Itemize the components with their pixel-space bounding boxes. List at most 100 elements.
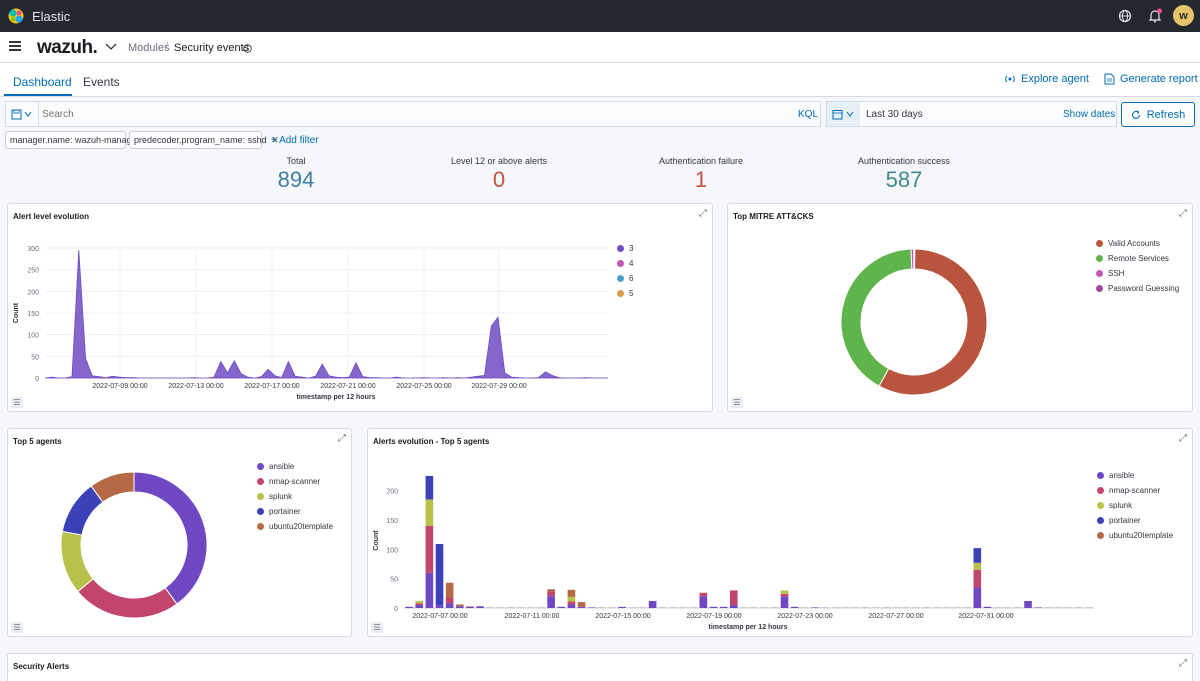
bar-segment-portainer <box>973 548 982 563</box>
bar-baseline <box>1064 607 1073 608</box>
bar-segment-ansible <box>1034 607 1042 608</box>
bar-segment-portainer <box>425 475 434 500</box>
user-avatar[interactable]: w <box>1173 5 1194 26</box>
alert-level-legend-item[interactable]: 6 <box>617 271 633 286</box>
stat-value[interactable]: 0 <box>492 167 506 192</box>
agents-legend-item[interactable]: splunk <box>257 489 333 504</box>
tab-dashboard[interactable]: Dashboard <box>13 75 72 89</box>
notifications-bell-icon[interactable] <box>1147 8 1163 24</box>
agents-legend-item[interactable]: portainer <box>257 504 333 519</box>
remove-filter-icon[interactable]: ✕ <box>271 135 279 145</box>
agents-slice <box>133 471 208 605</box>
wazuh-logo[interactable]: wazuh. <box>37 37 98 58</box>
x-tick-label: 2022-07-09 00:00 <box>92 383 147 390</box>
filter-pill-manager[interactable]: manager.name: wazuh-manager <box>5 131 140 149</box>
alert-level-legend: 3 4 6 5 <box>617 241 633 301</box>
mitre-donut-chart[interactable] <box>836 244 992 400</box>
list-toggle-icon[interactable]: ☰ <box>11 397 23 408</box>
x-tick-label: 2022-07-11 00:00 <box>505 613 560 620</box>
filter-pill-program[interactable]: predecoder.program_name: sshd ✕ <box>129 131 279 149</box>
tab-events[interactable]: Events <box>83 75 120 89</box>
saved-query-icon[interactable] <box>11 109 33 120</box>
breadcrumb-modules[interactable]: Modules <box>128 42 170 54</box>
elastic-logo-icon[interactable] <box>8 8 24 24</box>
mitre-slice <box>878 248 988 396</box>
alert-level-legend-item[interactable]: 4 <box>617 256 633 271</box>
explore-agent-button[interactable]: Explore agent <box>1004 73 1089 85</box>
menu-hamburger-icon[interactable] <box>9 41 21 51</box>
bar-segment-ansible <box>425 572 434 608</box>
show-dates-link[interactable]: Show dates <box>1063 109 1116 120</box>
alerts-evolution-legend-item[interactable]: ansible <box>1097 468 1173 483</box>
stat-value[interactable]: 894 <box>277 167 315 192</box>
help-globe-icon[interactable] <box>1117 8 1133 24</box>
antenna-icon <box>1005 75 1015 83</box>
panel-title: Top MITRE ATT&CKS <box>733 212 814 221</box>
info-icon[interactable] <box>243 44 252 53</box>
bar-segment-nmap-scanner <box>445 597 454 604</box>
bar-segment-ansible <box>557 606 566 608</box>
bar-baseline <box>537 607 545 608</box>
bar-segment-ansible <box>699 596 708 608</box>
agents-legend-item[interactable]: nmap-scanner <box>257 474 333 489</box>
bar-baseline <box>669 607 677 608</box>
legend-label: 6 <box>629 274 634 283</box>
alert-level-legend-item[interactable]: 3 <box>617 241 633 256</box>
mitre-legend-item[interactable]: SSH <box>1096 266 1179 281</box>
date-quick-menu[interactable] <box>827 102 860 126</box>
mitre-legend-item[interactable]: Remote Services <box>1096 251 1179 266</box>
alerts-evolution-legend-item[interactable]: ubuntu20template <box>1097 528 1173 543</box>
bar-baseline <box>608 607 616 608</box>
list-toggle-icon[interactable]: ☰ <box>371 622 383 633</box>
kql-toggle[interactable]: KQL <box>798 109 819 120</box>
search-input[interactable] <box>42 106 782 122</box>
expand-icon[interactable]: ⤢ <box>1179 208 1187 219</box>
list-toggle-icon[interactable]: ☰ <box>731 397 743 408</box>
chevron-down-icon[interactable] <box>105 42 117 52</box>
legend-swatch <box>257 463 264 470</box>
add-filter-button[interactable]: + Add filter <box>271 135 319 146</box>
alerts-evolution-legend-item[interactable]: nmap-scanner <box>1097 483 1173 498</box>
stat-value[interactable]: 587 <box>885 167 923 192</box>
bar-segment-ansible <box>790 606 799 608</box>
bar-segment-ansible <box>567 604 576 608</box>
bar-baseline <box>922 607 931 608</box>
agents-donut-chart[interactable] <box>56 467 212 623</box>
active-tab-indicator <box>4 94 72 96</box>
legend-label: ansible <box>1109 471 1135 480</box>
stat-auth-failure: Authentication failure 1 <box>621 156 781 193</box>
legend-swatch <box>257 493 264 500</box>
date-range-label[interactable]: Last 30 days <box>866 109 923 120</box>
expand-icon[interactable]: ⤢ <box>1179 433 1187 444</box>
refresh-button[interactable]: Refresh <box>1121 102 1195 127</box>
alerts-evolution-bar-chart[interactable]: 0 50 100 150 200 Count 2022-07-07 00:00 2022-07… <box>368 451 1098 631</box>
x-tick-label: 2022-07-19 00:00 <box>686 613 741 620</box>
expand-icon[interactable]: ⤢ <box>338 433 346 444</box>
agents-legend-item[interactable]: ubuntu20template <box>257 519 333 534</box>
expand-icon[interactable]: ⤢ <box>1179 658 1187 669</box>
alert-level-area-chart[interactable]: 0 50 100 150 200 250 300 2022-07-09 00:00 2022-0… <box>8 226 608 406</box>
stat-value[interactable]: 1 <box>694 167 708 192</box>
bar-segment-ansible <box>415 605 424 608</box>
bar-baseline <box>841 607 850 608</box>
generate-report-button[interactable]: Generate report <box>1104 73 1198 85</box>
legend-label: ubuntu20template <box>269 522 334 531</box>
bar-segment-nmap-scanner <box>415 603 424 606</box>
legend-label: Valid Accounts <box>1108 239 1160 248</box>
alerts-evolution-legend-item[interactable]: portainer <box>1097 513 1173 528</box>
bar-segment-ansible <box>811 607 819 608</box>
legend-swatch <box>257 523 264 530</box>
alert-level-legend-item[interactable]: 5 <box>617 286 633 301</box>
bar-baseline <box>872 607 880 608</box>
list-toggle-icon[interactable]: ☰ <box>11 622 23 633</box>
legend-swatch <box>1097 532 1104 539</box>
expand-icon[interactable]: ⤢ <box>699 208 707 219</box>
mitre-legend-item[interactable]: Valid Accounts <box>1096 236 1179 251</box>
alerts-evolution-legend-item[interactable]: splunk <box>1097 498 1173 513</box>
bar-baseline <box>963 607 971 608</box>
agents-legend-item[interactable]: ansible <box>257 459 333 474</box>
mitre-legend-item[interactable]: Password Guessing <box>1096 281 1179 296</box>
bar-segment-splunk <box>567 596 576 602</box>
panel-title: Top 5 agents <box>13 437 62 446</box>
panel-alert-level-evolution: Alert level evolution ⤢ 0 50 100 150 200 250 3… <box>7 203 713 412</box>
